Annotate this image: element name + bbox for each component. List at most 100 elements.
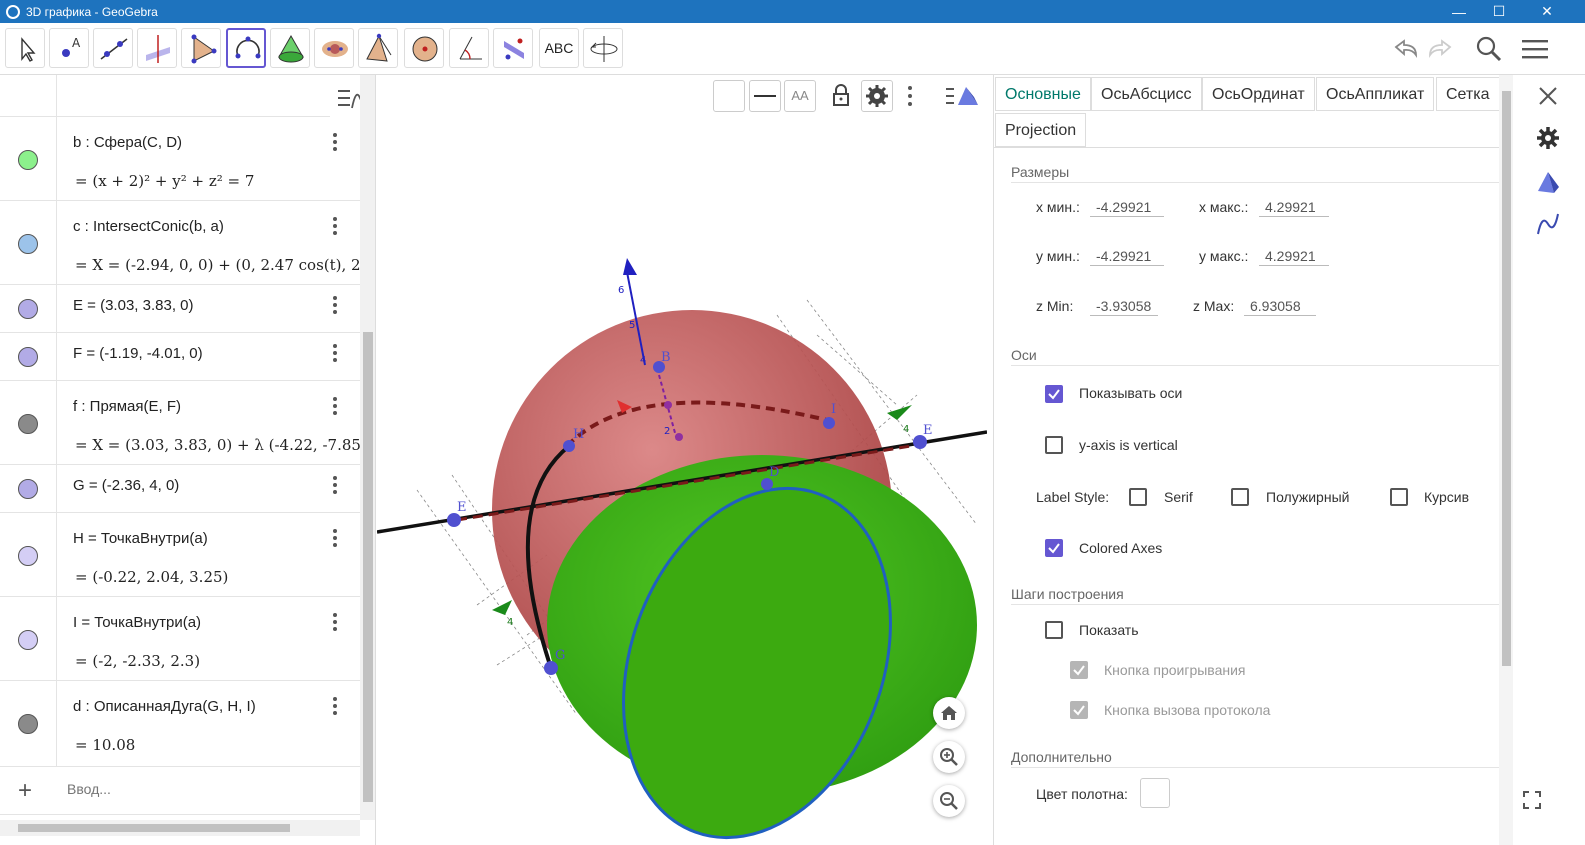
row-menu-icon[interactable] [329, 696, 341, 716]
line-tool[interactable] [93, 28, 133, 68]
algebra-row-b-sphere[interactable]: b : Сфера(C, D) = (x + 2)² + y² + z² = 7 [0, 117, 360, 201]
angle-tool[interactable] [449, 28, 489, 68]
point-b-mark[interactable] [653, 361, 665, 373]
label-style-button[interactable]: AA [784, 80, 816, 112]
add-item-icon[interactable]: + [18, 777, 33, 804]
zoom-in-button[interactable] [933, 741, 965, 773]
row-definition[interactable]: E = (3.03, 3.83, 0) [73, 297, 194, 314]
undo-button[interactable] [1388, 33, 1422, 65]
protocol-button-checkbox[interactable] [1070, 701, 1088, 719]
close-window-button[interactable]: ✕ [1541, 3, 1553, 19]
search-button[interactable] [1472, 33, 1506, 65]
lock-button[interactable] [826, 80, 858, 112]
sphere-tool[interactable] [404, 28, 444, 68]
y-axis-vertical-checkbox[interactable] [1045, 436, 1063, 454]
xmax-field[interactable] [1259, 197, 1329, 217]
row-menu-icon[interactable] [329, 343, 341, 363]
view-settings-button[interactable] [861, 80, 893, 112]
ymin-field[interactable] [1090, 246, 1164, 266]
visibility-toggle-icon[interactable] [18, 347, 38, 367]
perpendicular-tool[interactable] [137, 28, 177, 68]
algebra-row-arc-d[interactable]: d : ОписаннаяДуга(G, H, I) = 10.08 [0, 681, 360, 767]
point-f-mark[interactable] [447, 513, 461, 527]
move-tool[interactable] [5, 28, 45, 68]
scrollbar-thumb[interactable] [18, 824, 290, 832]
algebra-row-point-g[interactable]: G = (-2.36, 4, 0) [0, 465, 360, 513]
rotate-view-tool[interactable] [583, 28, 623, 68]
tab-basic[interactable]: Основные [995, 77, 1091, 111]
redo-button[interactable] [1424, 33, 1458, 65]
background-color-button[interactable] [713, 80, 745, 112]
visibility-toggle-icon[interactable] [18, 150, 38, 170]
global-settings-button[interactable] [1535, 125, 1561, 151]
algebra-row-c-intersect[interactable]: c : IntersectConic(b, a) = X = (-2.94, 0,… [0, 201, 375, 285]
algebra-vertical-scrollbar[interactable] [360, 75, 375, 820]
xmin-field[interactable] [1090, 197, 1164, 217]
row-definition[interactable]: I = ТочкаВнутри(a) [73, 614, 202, 631]
tab-grid[interactable]: Сетка [1436, 77, 1500, 111]
reflect-tool[interactable] [493, 28, 533, 68]
tab-projection[interactable]: Projection [995, 113, 1087, 147]
algebra-row-line-f[interactable]: f : Прямая(E, F) = X = (3.03, 3.83, 0) + … [0, 381, 375, 465]
point-h-mark[interactable] [563, 440, 575, 452]
point-i-mark[interactable] [823, 417, 835, 429]
background-color-swatch[interactable] [1140, 778, 1170, 808]
visibility-toggle-icon[interactable] [18, 414, 38, 434]
row-menu-icon[interactable] [329, 396, 341, 416]
graphics-3d-settings-button[interactable] [1535, 169, 1561, 195]
tab-x-axis[interactable]: ОсьАбсцисс [1091, 77, 1202, 111]
point-g-mark[interactable] [544, 661, 558, 675]
intersection-conic-c[interactable] [577, 451, 937, 845]
algebra-row-a-sphere-value[interactable]: = (-2.94, -0.7, 2.37) [0, 75, 360, 117]
fullscreen-button[interactable] [1521, 789, 1543, 811]
standard-view-button[interactable] [933, 697, 965, 729]
row-menu-icon[interactable] [329, 528, 341, 548]
ymax-field[interactable] [1259, 246, 1329, 266]
tab-z-axis[interactable]: ОсьАппликат [1316, 77, 1435, 111]
text-tool[interactable]: ABC [539, 28, 579, 68]
bold-checkbox[interactable] [1231, 488, 1249, 506]
visibility-toggle-icon[interactable] [18, 714, 38, 734]
zmax-field[interactable] [1244, 296, 1316, 316]
visibility-toggle-icon[interactable] [18, 234, 38, 254]
row-definition[interactable]: G = (-2.36, 4, 0) [73, 477, 180, 494]
visibility-toggle-icon[interactable] [18, 630, 38, 650]
3d-scene[interactable]: B H I D E E G 6 5 4 2 4 4 [377, 75, 987, 845]
row-definition[interactable]: f : Прямая(E, F) [73, 398, 182, 415]
circle-arc-tool[interactable] [226, 28, 266, 68]
polygon-tool[interactable] [181, 28, 221, 68]
row-menu-icon[interactable] [329, 612, 341, 632]
row-definition[interactable]: c : IntersectConic(b, a) [73, 218, 224, 235]
main-menu-button[interactable] [1518, 33, 1552, 65]
zoom-out-button[interactable] [933, 785, 965, 817]
algebra-row-point-f[interactable]: F = (-1.19, -4.01, 0) [0, 333, 360, 381]
row-definition[interactable]: d : ОписаннаяДуга(G, H, I) [73, 698, 256, 715]
visibility-toggle-icon[interactable] [18, 299, 38, 319]
algebra-horizontal-scrollbar[interactable] [0, 820, 360, 836]
arc-d-shape[interactable] [525, 444, 571, 669]
cone-tool[interactable] [270, 28, 310, 68]
pyramid-tool[interactable] [358, 28, 398, 68]
show-axes-checkbox[interactable] [1045, 385, 1063, 403]
algebra-settings-button[interactable] [1535, 211, 1561, 237]
row-definition[interactable]: b : Сфера(C, D) [73, 134, 183, 151]
line-style-button[interactable] [749, 80, 781, 112]
algebra-row-point-e[interactable]: E = (3.03, 3.83, 0) [0, 285, 360, 333]
point-d-mark[interactable] [761, 478, 773, 490]
italic-checkbox[interactable] [1390, 488, 1408, 506]
row-menu-icon[interactable] [329, 216, 341, 236]
row-menu-icon[interactable] [329, 132, 341, 152]
close-properties-button[interactable] [1535, 83, 1561, 109]
scrollbar-thumb[interactable] [363, 332, 373, 802]
row-definition[interactable]: H = ТочкаВнутри(a) [73, 530, 208, 547]
row-menu-icon[interactable] [329, 475, 341, 495]
minimize-button[interactable]: — [1452, 3, 1466, 20]
intersect-surfaces-tool[interactable] [314, 28, 354, 68]
scrollbar-thumb[interactable] [1502, 91, 1511, 666]
toggle-style-bar-button[interactable] [944, 83, 982, 111]
row-definition[interactable]: F = (-1.19, -4.01, 0) [73, 345, 203, 362]
show-navigation-checkbox[interactable] [1045, 621, 1063, 639]
maximize-button[interactable]: ☐ [1492, 3, 1506, 19]
point-e-mark[interactable] [913, 435, 927, 449]
serif-checkbox[interactable] [1129, 488, 1147, 506]
